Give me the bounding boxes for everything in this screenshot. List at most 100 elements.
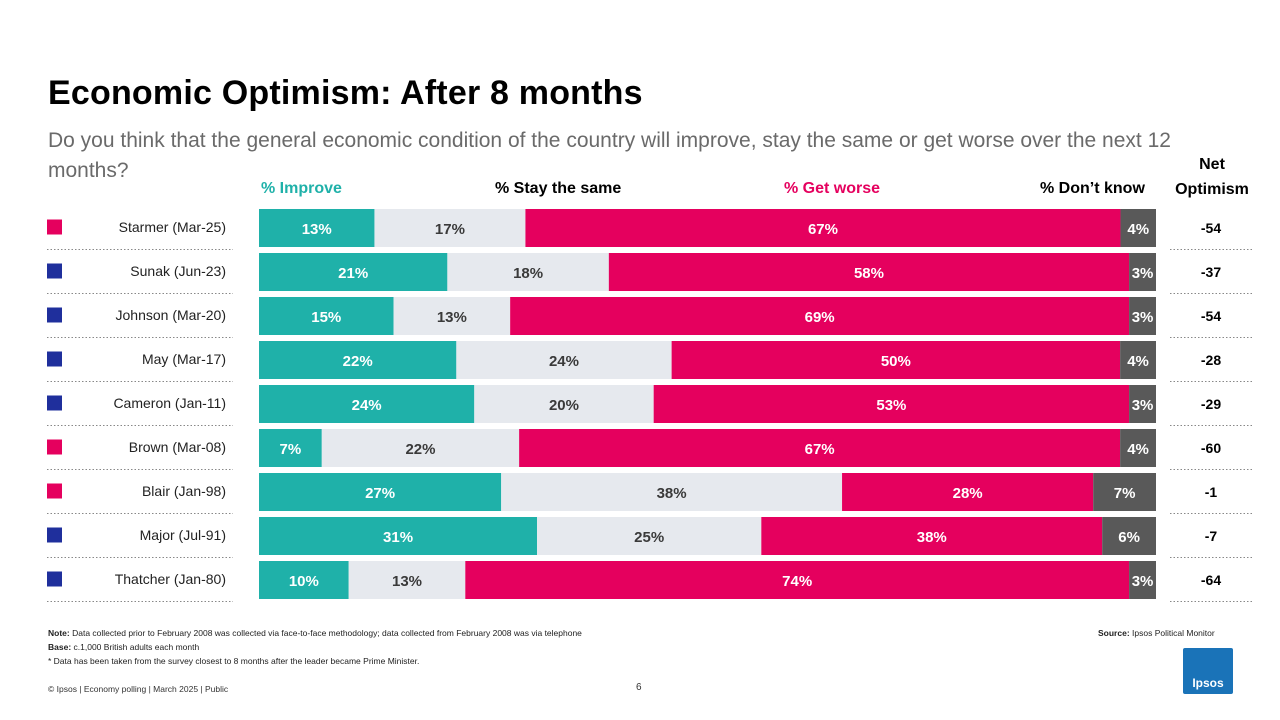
data-label-dont-know: 3% xyxy=(1132,573,1154,590)
bar-stay-same xyxy=(474,385,654,423)
category-label: Johnson (Mar-20) xyxy=(116,307,227,323)
bar-improve xyxy=(259,385,475,423)
data-label-stay-same: 25% xyxy=(634,529,664,546)
bar-dont-know xyxy=(1129,561,1156,599)
net-optimism-value: -28 xyxy=(1201,352,1221,368)
bar-stay-same xyxy=(321,429,520,467)
category-label: Starmer (Mar-25) xyxy=(119,219,226,235)
net-optimism-value: -29 xyxy=(1201,396,1221,412)
bar-improve xyxy=(259,517,538,555)
data-label-improve: 10% xyxy=(289,573,319,590)
data-label-dont-know: 7% xyxy=(1114,485,1136,502)
party-marker-conservative xyxy=(47,351,62,367)
data-label-stay-same: 13% xyxy=(392,573,422,590)
data-label-improve: 27% xyxy=(365,485,395,502)
data-label-get-worse: 67% xyxy=(808,221,838,238)
bar-dont-know xyxy=(1093,473,1156,511)
data-label-improve: 31% xyxy=(383,529,413,546)
data-label-stay-same: 18% xyxy=(513,265,543,282)
bar-stay-same xyxy=(456,341,672,379)
data-label-improve: 24% xyxy=(352,397,382,414)
bar-improve xyxy=(259,297,394,335)
bar-improve xyxy=(259,253,448,291)
legend-dont-know: % Don’t know xyxy=(1040,180,1145,197)
party-marker-conservative xyxy=(47,571,62,587)
data-label-get-worse: 69% xyxy=(805,309,835,326)
bar-get-worse xyxy=(761,517,1103,555)
note-line: Note: Data collected prior to February 2… xyxy=(48,628,582,638)
data-label-get-worse: 74% xyxy=(782,573,812,590)
data-label-stay-same: 38% xyxy=(657,485,687,502)
bar-stay-same xyxy=(348,561,466,599)
data-label-improve: 21% xyxy=(338,265,368,282)
data-label-dont-know: 4% xyxy=(1127,353,1149,370)
data-label-get-worse: 38% xyxy=(917,529,947,546)
category-label: Cameron (Jan-11) xyxy=(113,395,226,411)
bar-dont-know xyxy=(1129,253,1156,291)
net-optimism-value: -1 xyxy=(1205,484,1218,500)
bar-get-worse xyxy=(465,561,1130,599)
bar-dont-know xyxy=(1102,517,1156,555)
data-label-dont-know: 6% xyxy=(1118,529,1140,546)
data-label-stay-same: 13% xyxy=(437,309,467,326)
footer-copyright: © Ipsos | Economy polling | March 2025 |… xyxy=(48,684,229,694)
bar-stay-same xyxy=(374,209,526,247)
net-optimism-value: -64 xyxy=(1201,572,1221,588)
bar-get-worse xyxy=(842,473,1094,511)
net-optimism-value: -54 xyxy=(1201,308,1221,324)
bar-stay-same xyxy=(537,517,762,555)
page-number: 6 xyxy=(636,682,642,693)
net-optimism-value: -54 xyxy=(1201,220,1221,236)
category-label: Sunak (Jun-23) xyxy=(130,263,226,279)
legend-improve: % Improve xyxy=(261,180,342,197)
bar-get-worse xyxy=(510,297,1130,335)
stacked-bar-chart: Starmer (Mar-25) 13% 17% 67% 4% -54 Sunak (Jun… xyxy=(47,209,1253,602)
bar-improve xyxy=(259,341,457,379)
data-label-get-worse: 58% xyxy=(854,265,884,282)
bar-improve xyxy=(259,473,502,511)
base-line: Base: c.1,000 British adults each month xyxy=(48,642,200,652)
bar-dont-know xyxy=(1129,297,1156,335)
category-label: Major (Jul-91) xyxy=(140,527,226,543)
footnote: * Data has been taken from the survey cl… xyxy=(48,656,420,666)
data-label-get-worse: 67% xyxy=(805,441,835,458)
bar-dont-know xyxy=(1120,209,1156,247)
bar-stay-same xyxy=(393,297,511,335)
bar-get-worse xyxy=(519,429,1121,467)
bar-improve xyxy=(259,429,322,467)
data-label-dont-know: 3% xyxy=(1132,265,1154,282)
party-marker-conservative xyxy=(47,527,62,543)
bar-dont-know xyxy=(1120,341,1156,379)
data-label-stay-same: 24% xyxy=(549,353,579,370)
data-label-stay-same: 17% xyxy=(435,221,465,238)
data-label-dont-know: 4% xyxy=(1127,441,1149,458)
bar-get-worse xyxy=(525,209,1121,247)
data-label-get-worse: 50% xyxy=(881,353,911,370)
source-line: Source: Ipsos Political Monitor xyxy=(1098,628,1215,638)
data-label-get-worse: 28% xyxy=(953,485,983,502)
party-marker-labour xyxy=(47,219,62,235)
category-label: Brown (Mar-08) xyxy=(129,439,226,455)
data-label-stay-same: 20% xyxy=(549,397,579,414)
bar-improve xyxy=(259,209,375,247)
party-marker-conservative xyxy=(47,263,62,279)
data-label-improve: 22% xyxy=(343,353,373,370)
data-label-get-worse: 53% xyxy=(876,397,906,414)
bar-get-worse xyxy=(671,341,1121,379)
data-label-improve: 15% xyxy=(311,309,341,326)
net-optimism-value: -37 xyxy=(1201,264,1221,280)
category-label: Thatcher (Jan-80) xyxy=(115,571,226,587)
party-marker-labour xyxy=(47,439,62,455)
data-label-improve: 7% xyxy=(280,441,302,458)
net-optimism-header: Net Optimism xyxy=(1175,156,1249,198)
bar-get-worse xyxy=(608,253,1130,291)
bar-dont-know xyxy=(1120,429,1156,467)
party-marker-labour xyxy=(47,483,62,499)
bar-improve xyxy=(259,561,349,599)
bar-stay-same xyxy=(447,253,609,291)
data-label-dont-know: 3% xyxy=(1132,397,1154,414)
bar-get-worse xyxy=(653,385,1130,423)
category-label: Blair (Jan-98) xyxy=(142,483,226,499)
question-subtitle: Do you think that the general economic c… xyxy=(48,129,1171,182)
ipsos-logo: Ipsos xyxy=(1183,648,1233,694)
